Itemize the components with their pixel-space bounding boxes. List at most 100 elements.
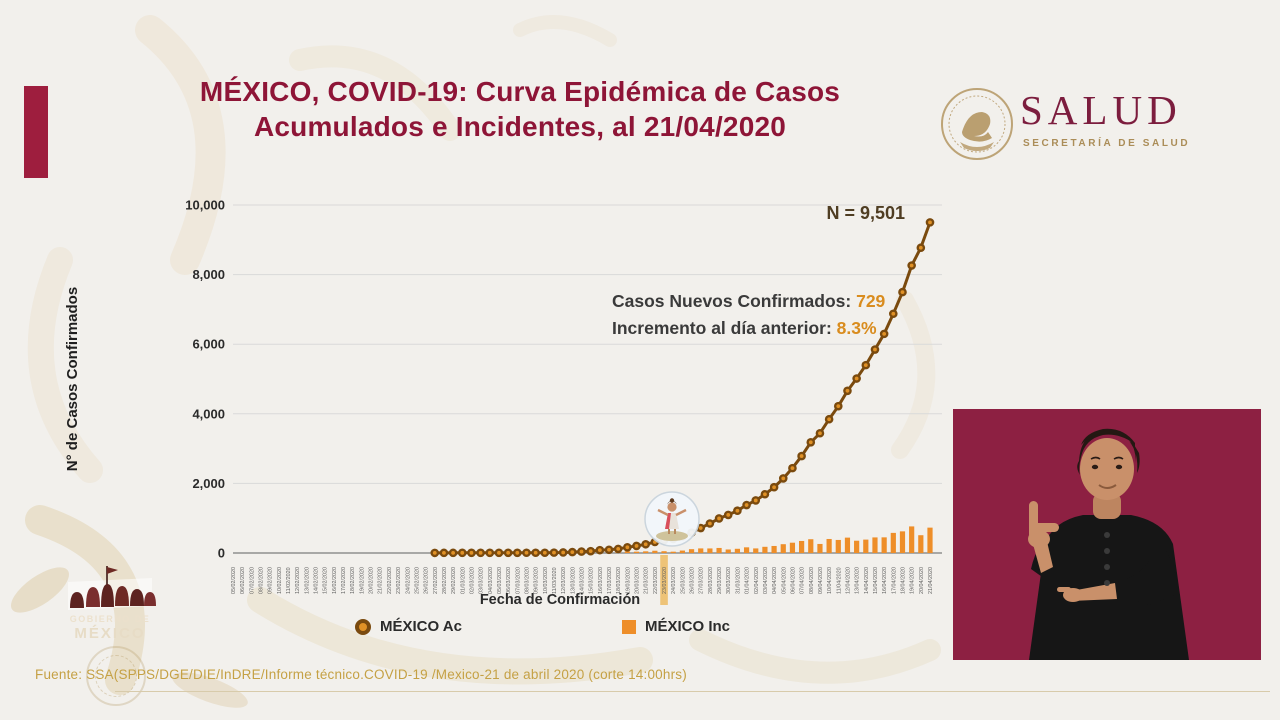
- x-tick-label: 27/03/2020: [699, 567, 705, 594]
- x-tick-label: 11/02/2020: [286, 567, 292, 594]
- inc-bar: [707, 548, 713, 553]
- ac-marker-center: [616, 546, 621, 551]
- x-tick-label: 22/02/2020: [387, 567, 393, 594]
- ac-marker-center: [707, 521, 712, 526]
- ac-marker-center: [432, 550, 437, 555]
- ac-marker-center: [763, 492, 767, 497]
- x-tick-label: 20/02/2020: [369, 567, 375, 594]
- ac-marker-center: [487, 550, 492, 555]
- inc-bar: [881, 537, 887, 553]
- inc-bar: [633, 551, 640, 553]
- x-tick-label: 15/04/2020: [873, 567, 879, 594]
- x-tick-label: 28/03/2020: [708, 567, 714, 594]
- x-tick-label: 09/04/2020: [818, 567, 824, 594]
- gobierno-wordmark: MÉXICO: [74, 625, 145, 642]
- x-tick-label: 13/03/2020: [570, 567, 576, 594]
- x-tick-label: 16/02/2020: [332, 567, 338, 594]
- ac-marker-center: [698, 526, 703, 530]
- ac-marker-center: [891, 311, 896, 316]
- bar-marker-icon: [622, 619, 636, 634]
- x-tick-label: 10/03/2020: [543, 567, 549, 594]
- y-tick-label: 6,000: [192, 337, 225, 352]
- x-tick-label: 16/03/2020: [598, 567, 604, 594]
- eagle-seal-watermark: [86, 646, 146, 706]
- inc-bar: [927, 527, 933, 553]
- inc-bar: [643, 551, 649, 553]
- ac-marker-center: [542, 550, 547, 555]
- inc-bar: [734, 548, 741, 553]
- inc-bar: [909, 526, 915, 553]
- x-tick-label: 09/03/2020: [534, 567, 540, 594]
- inc-bar: [835, 539, 841, 553]
- ac-marker-center: [588, 549, 593, 554]
- susana-distancia-icon: [644, 491, 700, 547]
- x-tick-label: 19/03/2020: [625, 567, 631, 594]
- legend-label-inc: MÉXICO Inc: [645, 618, 731, 635]
- ac-marker-center: [735, 508, 740, 513]
- x-tick-label: 18/03/2020: [616, 567, 622, 594]
- y-tick-label: 8,000: [192, 267, 225, 282]
- inc-bar: [771, 545, 777, 553]
- ac-marker-center: [854, 376, 859, 381]
- ac-marker-center: [781, 476, 786, 481]
- x-tick-label: 28/02/2020: [442, 567, 448, 594]
- x-tick-label: 24/02/2020: [405, 567, 411, 594]
- footer-divider: [115, 691, 1270, 692]
- inc-bar: [780, 544, 786, 553]
- x-tick-label: 10/02/2020: [277, 567, 283, 594]
- ac-marker-center: [928, 220, 932, 225]
- x-tick-label: 06/04/2020: [790, 567, 796, 594]
- inc-bar: [808, 539, 814, 553]
- ac-marker-center: [717, 516, 721, 521]
- inc-bar: [826, 538, 832, 553]
- inc-bar: [854, 540, 860, 553]
- legend-item-mexico-inc: MÉXICO Inc: [622, 618, 730, 635]
- x-tick-label: 14/03/2020: [580, 567, 586, 594]
- x-tick-label: 10/04/2020: [827, 567, 833, 594]
- ac-marker-center: [469, 550, 474, 555]
- ac-marker-center: [726, 513, 731, 517]
- ac-marker-center: [460, 550, 465, 555]
- inc-bar: [688, 549, 695, 553]
- inc-bar: [716, 547, 722, 553]
- inc-bar: [872, 537, 878, 553]
- ac-marker-center: [799, 454, 804, 458]
- ac-marker-center: [882, 331, 887, 336]
- x-tick-label: 24/03/2020: [671, 567, 677, 594]
- ac-marker-center: [643, 542, 648, 547]
- increase-value: 8.3%: [836, 318, 877, 338]
- inc-bar: [817, 543, 823, 553]
- line-marker-icon: [355, 618, 371, 635]
- inc-bar: [899, 531, 906, 553]
- inc-bar: [743, 547, 750, 553]
- inc-bar: [652, 550, 658, 553]
- inc-bar: [844, 537, 851, 553]
- x-tick-label: 19/04/2020: [910, 567, 916, 594]
- inc-bar: [670, 551, 676, 553]
- sign-interpreter-person: [1028, 428, 1189, 660]
- ac-marker-center: [524, 550, 529, 555]
- ac-marker-center: [808, 440, 813, 445]
- salud-logo: SALUD SECRETARÍA DE SALUD: [938, 80, 1238, 170]
- x-tick-label: 22/03/2020: [653, 567, 659, 594]
- x-tick-label: 25/03/2020: [680, 567, 686, 594]
- x-axis-title: Fecha de Confirmación: [480, 592, 640, 608]
- x-tick-label: 12/04/2020: [845, 567, 851, 594]
- x-tick-label: 02/04/2020: [754, 567, 760, 594]
- ac-marker-center: [845, 388, 850, 393]
- ac-marker-center: [515, 550, 520, 555]
- x-tick-label: 31/03/2020: [735, 567, 741, 594]
- y-tick-label: 2,000: [192, 476, 225, 491]
- legend-label-ac: MÉXICO Ac: [380, 618, 462, 635]
- x-tick-label: 03/04/2020: [763, 567, 769, 594]
- x-tick-label: 15/03/2020: [589, 567, 595, 594]
- x-tick-label: 20/03/2020: [635, 567, 641, 594]
- x-tick-label: 27/02/2020: [433, 567, 439, 594]
- ac-marker-center: [552, 550, 556, 555]
- inc-bar: [698, 548, 704, 553]
- ac-marker-center: [818, 431, 822, 436]
- ac-marker-center: [607, 547, 611, 552]
- x-tick-label: 08/03/2020: [524, 567, 530, 594]
- ac-marker-center: [744, 503, 749, 507]
